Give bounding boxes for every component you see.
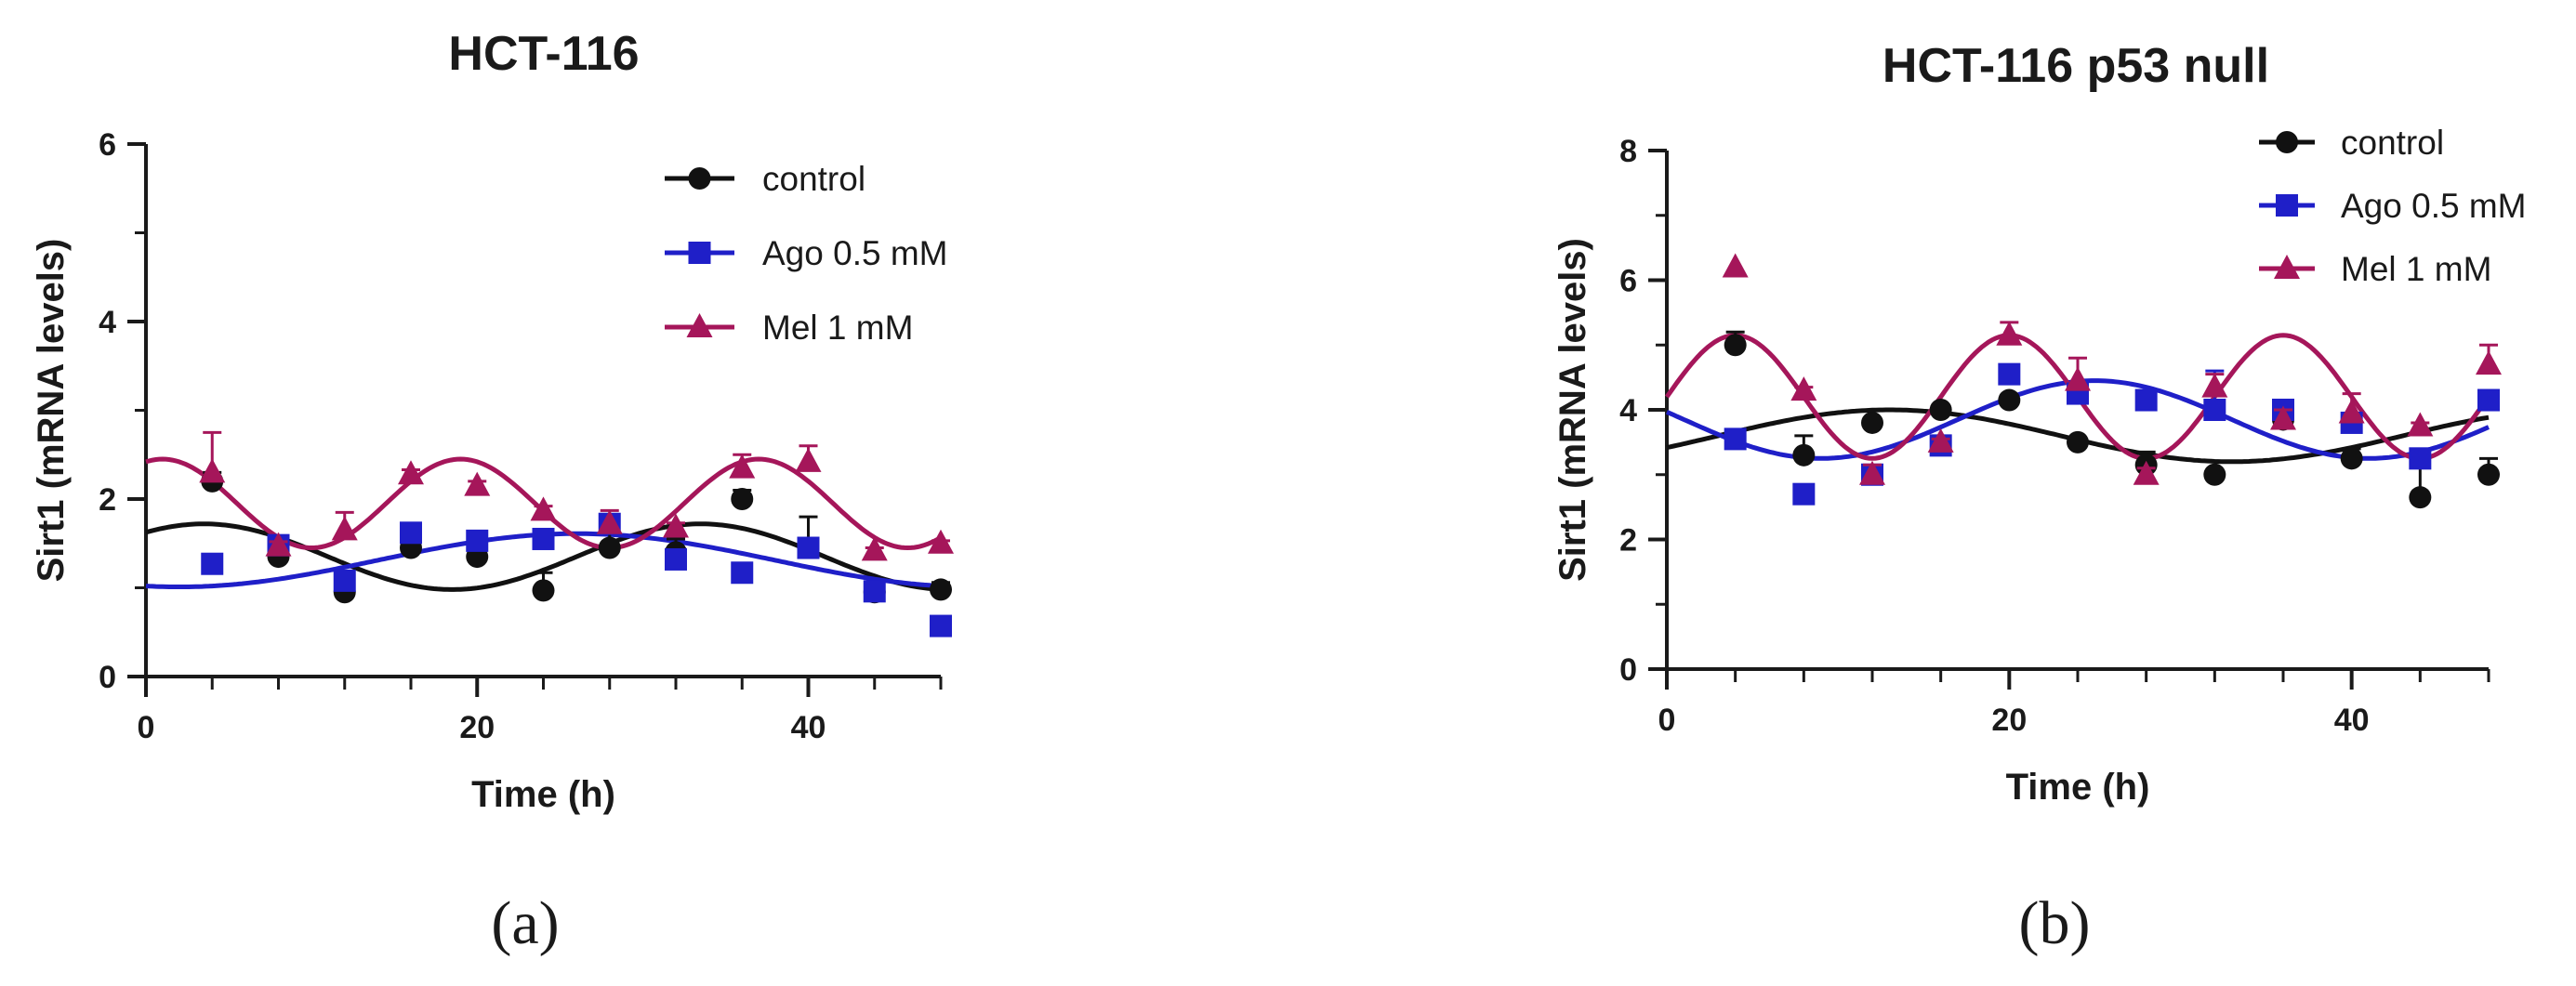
chart-a-hct116: HCT-116 0 20 40 0 2 4 6 Time (h) Sirt1 (mRNA leve… [31,27,954,957]
y-tick-label: 0 [99,660,116,695]
data-point-control [1929,399,1952,421]
data-point-mel-1-mm [1996,321,2023,346]
legend-marker-mel-1-mm [2274,255,2300,279]
data-point-control [1724,334,1747,357]
data-point-mel-1-mm [663,513,689,538]
data-point-ago-0-5-mm [797,536,820,559]
data-point-ago-0-5-mm [863,580,886,603]
y-tick-label: 0 [1619,652,1637,688]
chart-title: HCT-116 p53 null [1882,39,2269,93]
data-point-mel-1-mm [331,516,358,541]
data-point-mel-1-mm [398,460,424,485]
legend-label-ago-0-5-mm: Ago 0.5 mM [2341,187,2526,225]
legend-label-control: control [762,160,865,198]
x-axis-label: Time (h) [471,774,615,815]
data-point-ago-0-5-mm [930,614,952,638]
y-tick-label: 6 [1619,264,1637,299]
data-point-ago-0-5-mm [1998,362,2021,386]
legend-marker-ago-0-5-mm [688,242,711,264]
chart-b-hct116-p53-null: HCT-116 p53 null 0 20 40 0 2 4 6 8 Time (h) Sirt1 … [1552,39,2526,957]
data-point-mel-1-mm [1790,376,1817,401]
x-tick-label: 20 [459,710,495,745]
data-point-control [1998,388,2021,412]
legend-marker-ago-0-5-mm [2276,194,2298,217]
y-axis-label: Sirt1 (mRNA levels) [1552,238,1593,582]
data-point-mel-1-mm [464,471,491,496]
chart-title: HCT-116 [448,27,639,81]
data-point-mel-1-mm [199,458,226,483]
data-point-control [2477,463,2500,486]
data-point-ago-0-5-mm [2134,388,2158,412]
data-point-mel-1-mm [795,447,822,472]
data-point-ago-0-5-mm [1792,482,1816,506]
data-point-mel-1-mm [861,536,888,561]
data-point-mel-1-mm [1722,253,1749,278]
data-point-ago-0-5-mm [201,552,224,575]
data-point-ago-0-5-mm [1724,427,1747,451]
data-point-control [930,578,952,601]
data-point-mel-1-mm [265,532,292,557]
x-axis-label: Time (h) [2006,767,2150,808]
data-point-mel-1-mm [2338,399,2365,424]
data-point-control [598,536,621,559]
data-point-mel-1-mm [928,529,954,554]
data-point-control [2340,447,2363,470]
data-point-ago-0-5-mm [532,527,555,550]
data-point-ago-0-5-mm [2477,388,2500,412]
legend-label-ago-0-5-mm: Ago 0.5 mM [762,234,947,272]
data-point-mel-1-mm [596,509,623,534]
y-tick-label: 2 [1619,523,1637,559]
data-point-ago-0-5-mm [2203,399,2226,421]
y-tick-label: 6 [99,127,116,163]
data-point-control [532,579,555,602]
data-point-ago-0-5-mm [2409,447,2432,470]
data-point-mel-1-mm [1927,427,1954,453]
data-point-ago-0-5-mm [665,547,687,571]
x-tick-label: 40 [791,710,826,745]
y-axis-label: Sirt1 (mRNA levels) [31,239,72,583]
data-point-control [2203,463,2226,486]
legend-marker-control [2276,131,2298,153]
y-tick-label: 8 [1619,134,1637,169]
x-tick-label: 40 [2334,703,2370,738]
panel-caption: (a) [491,889,559,957]
data-point-control [2409,486,2432,509]
data-point-ago-0-5-mm [400,521,422,545]
panel-caption: (b) [2019,889,2091,957]
legend-marker-control [688,167,711,190]
data-point-mel-1-mm [2476,350,2502,375]
legend-label-control: control [2341,124,2444,162]
data-point-mel-1-mm [2270,405,2296,430]
data-point-control [1792,443,1816,467]
x-tick-label: 0 [138,710,155,745]
x-tick-label: 0 [1658,703,1676,738]
data-point-control [731,488,754,510]
data-point-control [1861,411,1883,434]
data-point-mel-1-mm [2133,460,2160,485]
data-point-mel-1-mm [2065,366,2091,391]
x-tick-label: 20 [1991,703,2027,738]
data-point-ago-0-5-mm [731,561,754,585]
legend-label-mel-1-mm: Mel 1 mM [762,309,913,347]
data-point-control [2067,430,2089,454]
data-point-mel-1-mm [2201,373,2228,398]
data-point-mel-1-mm [1859,460,1885,485]
data-point-mel-1-mm [729,454,756,479]
y-tick-label: 4 [1619,393,1637,428]
data-point-ago-0-5-mm [466,529,489,552]
legend-label-mel-1-mm: Mel 1 mM [2341,250,2491,288]
y-tick-label: 4 [99,305,116,340]
y-tick-label: 2 [99,482,116,518]
data-point-mel-1-mm [2407,412,2434,437]
legend-marker-mel-1-mm [686,313,713,337]
data-point-mel-1-mm [530,496,557,521]
data-point-ago-0-5-mm [333,569,356,592]
